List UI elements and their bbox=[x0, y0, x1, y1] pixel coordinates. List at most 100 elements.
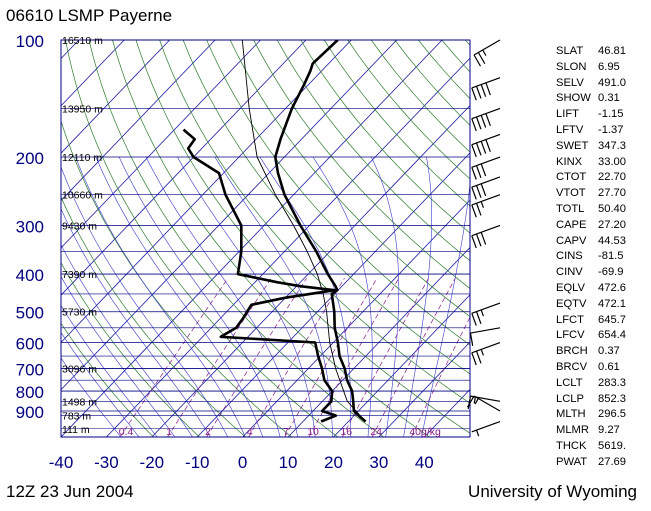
isotherm-line bbox=[61, 40, 261, 249]
index-row-slon: SLON 6.95 bbox=[556, 60, 626, 76]
moist-adiabat-line bbox=[75, 156, 246, 437]
moist-adiabat-line bbox=[145, 156, 298, 437]
dry-adiabat-line bbox=[323, 40, 470, 207]
index-name: SELV bbox=[556, 76, 584, 89]
wind-barb bbox=[466, 395, 501, 412]
index-row-swet: SWET 347.3 bbox=[556, 139, 626, 155]
moist-adiabat-line bbox=[61, 304, 158, 437]
index-name: LCLP bbox=[556, 392, 584, 405]
index-name: CINV bbox=[556, 266, 583, 279]
index-name: KINX bbox=[556, 155, 583, 168]
dry-adiabat-line bbox=[159, 40, 470, 404]
isotherm-line bbox=[61, 40, 307, 296]
mixing-ratio-line bbox=[411, 316, 470, 437]
index-name: THCK bbox=[556, 439, 587, 452]
wind-barb-flag bbox=[471, 144, 477, 158]
index-value: 0.61 bbox=[598, 360, 620, 373]
index-row-eqlv: EQLV 472.6 bbox=[556, 281, 626, 297]
index-name: BRCV bbox=[556, 360, 588, 373]
mixing-ratio-label: 2 bbox=[205, 426, 211, 438]
height-label: 1498 m bbox=[62, 396, 97, 408]
moist-adiabat-line bbox=[259, 156, 352, 437]
wind-barb-flag bbox=[471, 167, 477, 180]
inner-labels: 16510 m 13950 m 12110 m 10660 m 9430 m 7390 m… bbox=[62, 35, 441, 438]
index-name: CAPE bbox=[556, 218, 587, 231]
index-value: 0.37 bbox=[598, 345, 620, 358]
moist-adiabat-line bbox=[61, 275, 176, 437]
mixing-ratio-line bbox=[371, 278, 456, 437]
station-title: 06610 LSMP Payerne bbox=[6, 6, 173, 25]
moist-adiabat-line bbox=[118, 156, 281, 437]
index-value: 46.81 bbox=[598, 45, 626, 57]
wind-barb-half-flag bbox=[482, 49, 487, 56]
wind-barb bbox=[471, 77, 501, 101]
index-name: CINS bbox=[556, 250, 583, 263]
wind-barb-flag bbox=[480, 232, 487, 245]
wind-barb bbox=[471, 133, 501, 158]
pressure-tick-label: 400 bbox=[16, 266, 44, 285]
moist-adiabat-line bbox=[61, 208, 211, 437]
index-row-mlth: MLTH 296.5 bbox=[556, 407, 626, 423]
wind-barb-flag bbox=[475, 142, 482, 156]
mixing-ratio-label: 10 bbox=[307, 426, 319, 438]
index-name: CTOT bbox=[556, 171, 587, 184]
temperature-tick-label: 0 bbox=[238, 453, 247, 472]
index-value: 645.7 bbox=[598, 313, 626, 326]
wind-barb-flag bbox=[480, 163, 487, 177]
moist-adiabat-line bbox=[371, 156, 400, 437]
mixing-ratio-label: 7 bbox=[283, 426, 289, 438]
wind-barb bbox=[473, 39, 501, 67]
index-value: 0.31 bbox=[598, 92, 620, 105]
index-name: SLAT bbox=[556, 45, 584, 57]
index-name: LCLT bbox=[556, 376, 583, 389]
pressure-tick-label: 200 bbox=[16, 149, 44, 168]
wind-barb-flag bbox=[471, 186, 477, 200]
index-row-vtot: VTOT 27.70 bbox=[556, 186, 626, 202]
pressure-tick-label: 300 bbox=[16, 217, 44, 236]
wind-barb-flag bbox=[473, 54, 482, 67]
mixing-ratio-line bbox=[119, 278, 229, 437]
index-row-lift: LIFT -1.15 bbox=[556, 107, 626, 123]
wind-barb-half-flag bbox=[480, 309, 484, 317]
index-value: 296.5 bbox=[598, 408, 626, 421]
index-value: 472.1 bbox=[598, 297, 626, 310]
index-value: 5619. bbox=[598, 439, 626, 452]
moist-adiabat-line bbox=[61, 244, 193, 437]
index-row-brch: BRCH 0.37 bbox=[556, 344, 626, 360]
dry-adiabat-line bbox=[276, 40, 470, 262]
moist-adiabat-line bbox=[421, 180, 470, 437]
temperature-tick-label: -20 bbox=[140, 453, 165, 472]
index-name: EQTV bbox=[556, 297, 587, 310]
wind-barb bbox=[471, 302, 501, 326]
isotherm-line bbox=[287, 246, 470, 437]
wind-barb-flag bbox=[480, 115, 487, 128]
height-label: 111 m bbox=[62, 424, 90, 436]
index-value: 27.20 bbox=[598, 218, 626, 231]
index-row-thck: THCK 5619. bbox=[556, 439, 626, 455]
wind-barb-flag bbox=[466, 395, 475, 408]
index-row-lclp: LCLP 852.3 bbox=[556, 392, 626, 408]
data-source: University of Wyoming bbox=[468, 482, 637, 501]
height-label: 12110 m bbox=[62, 152, 102, 164]
temperature-tick-label: 40 bbox=[415, 453, 434, 472]
wind-barb-flag bbox=[475, 203, 482, 216]
wind-barb-flag bbox=[471, 352, 477, 366]
temperature-tick-label: 20 bbox=[324, 453, 343, 472]
wind-barbs bbox=[466, 39, 501, 437]
index-name: LFCV bbox=[556, 329, 585, 342]
wind-barb-half-flag bbox=[473, 396, 476, 404]
moist-adiabat-line bbox=[61, 357, 122, 437]
isotherm-line bbox=[106, 57, 470, 437]
index-row-slat: SLAT 46.81 bbox=[556, 44, 626, 60]
mixing-ratio-line bbox=[206, 278, 307, 437]
height-label: 3096 m bbox=[62, 364, 97, 376]
isotherm-line bbox=[61, 40, 443, 437]
wind-barb-half-flag bbox=[475, 429, 480, 437]
index-name: SHOW bbox=[556, 92, 591, 105]
isotherm-line bbox=[196, 152, 470, 437]
moist-adiabat-line bbox=[177, 156, 316, 437]
wind-barb bbox=[471, 341, 501, 366]
isotherm-line bbox=[333, 294, 470, 437]
isotherm-line bbox=[61, 40, 216, 202]
